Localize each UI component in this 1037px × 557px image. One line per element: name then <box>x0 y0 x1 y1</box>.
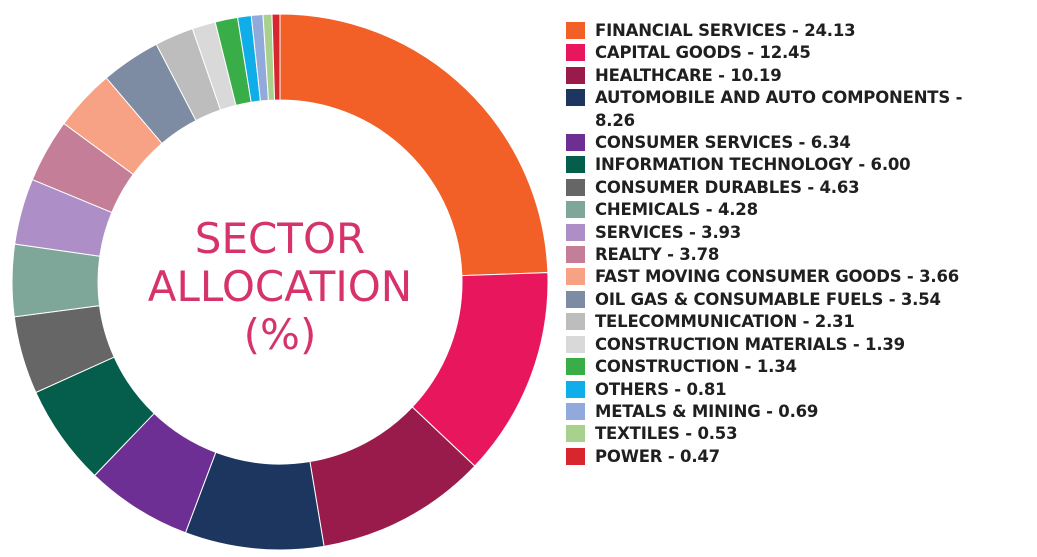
legend-swatch <box>566 313 585 331</box>
legend-swatch <box>566 66 585 84</box>
legend-item-construction: CONSTRUCTION - 1.34 <box>566 356 1036 378</box>
legend-item-services: SERVICES - 3.93 <box>566 222 1036 244</box>
legend-label: TEXTILES - 0.53 <box>595 424 738 444</box>
legend-label: HEALTHCARE - 10.19 <box>595 65 782 85</box>
pie-slice-power <box>271 13 281 101</box>
legend-swatch <box>566 290 585 308</box>
legend-label: AUTOMOBILE AND AUTO COMPONENTS - 8.26 <box>595 88 963 130</box>
legend-item-power: POWER - 0.47 <box>566 446 1036 468</box>
legend-item-healthcare: HEALTHCARE - 10.19 <box>566 65 1036 87</box>
legend-label: CAPITAL GOODS - 12.45 <box>595 43 811 63</box>
legend-item-others: OTHERS - 0.81 <box>566 379 1036 401</box>
chart-title-line-1: SECTOR <box>194 214 366 263</box>
legend-label: CONSTRUCTION MATERIALS - 1.39 <box>595 334 905 354</box>
legend-item-oil-gas-consumable-fuels: OIL GAS & CONSUMABLE FUELS - 3.54 <box>566 289 1036 311</box>
legend-item-chemicals: CHEMICALS - 4.28 <box>566 199 1036 221</box>
legend-item-consumer-durables: CONSUMER DURABLES - 4.63 <box>566 177 1036 199</box>
legend-swatch <box>566 201 585 219</box>
donut-svg <box>11 13 549 551</box>
legend-swatch <box>566 156 585 174</box>
legend-item-telecommunication: TELECOMMUNICATION - 2.31 <box>566 311 1036 333</box>
legend-swatch <box>566 358 585 376</box>
legend-label: OTHERS - 0.81 <box>595 379 727 399</box>
legend-label: SERVICES - 3.93 <box>595 222 742 242</box>
legend-label: TELECOMMUNICATION - 2.31 <box>595 312 855 332</box>
legend-item-information-technology: INFORMATION TECHNOLOGY - 6.00 <box>566 154 1036 176</box>
legend-swatch <box>566 134 585 152</box>
legend-swatch <box>566 425 585 443</box>
legend-label: FINANCIAL SERVICES - 24.13 <box>595 21 856 40</box>
legend-item-capital-goods: CAPITAL GOODS - 12.45 <box>566 42 1036 64</box>
legend-swatch <box>566 44 585 62</box>
legend-label: OIL GAS & CONSUMABLE FUELS - 3.54 <box>595 289 941 309</box>
legend-swatch <box>566 268 585 286</box>
legend-item-financial-services: FINANCIAL SERVICES - 24.13 <box>566 20 1036 42</box>
legend-swatch <box>566 335 585 353</box>
legend-swatch <box>566 246 585 264</box>
legend-swatch <box>566 223 585 241</box>
legend-item-textiles: TEXTILES - 0.53 <box>566 423 1036 445</box>
legend-label: FAST MOVING CONSUMER GOODS - 3.66 <box>595 267 960 287</box>
legend-label: REALTY - 3.78 <box>595 245 720 265</box>
legend-item-automobile-and-auto-components: AUTOMOBILE AND AUTO COMPONENTS - 8.26 <box>566 87 1036 132</box>
legend-label: METALS & MINING - 0.69 <box>595 401 819 421</box>
legend-item-construction-materials: CONSTRUCTION MATERIALS - 1.39 <box>566 334 1036 356</box>
donut-chart: SECTOR ALLOCATION (%) <box>11 13 549 551</box>
legend-swatch <box>566 402 585 420</box>
legend-item-realty: REALTY - 3.78 <box>566 244 1036 266</box>
chart-title-line-2: ALLOCATION <box>147 262 413 311</box>
legend-swatch <box>566 447 585 465</box>
legend-swatch <box>566 380 585 398</box>
pie-slice-financial-services <box>279 13 549 277</box>
chart-title-line-3: (%) <box>243 310 317 359</box>
legend-swatch <box>566 178 585 196</box>
chart-legend: FINANCIAL SERVICES - 24.13 CAPITAL GOODS … <box>566 20 1036 468</box>
legend-label: CONSTRUCTION - 1.34 <box>595 357 797 377</box>
legend-item-metals-mining: METALS & MINING - 0.69 <box>566 401 1036 423</box>
legend-swatch <box>566 22 585 39</box>
legend-label: CONSUMER SERVICES - 6.34 <box>595 133 851 153</box>
legend-item-fast-moving-consumer-goods: FAST MOVING CONSUMER GOODS - 3.66 <box>566 266 1036 288</box>
legend-item-consumer-services: CONSUMER SERVICES - 6.34 <box>566 132 1036 154</box>
legend-swatch <box>566 89 585 107</box>
legend-label: CONSUMER DURABLES - 4.63 <box>595 177 860 197</box>
chart-title: SECTOR ALLOCATION (%) <box>80 215 480 359</box>
legend-label: INFORMATION TECHNOLOGY - 6.00 <box>595 155 911 175</box>
legend-label: POWER - 0.47 <box>595 446 720 466</box>
legend-label: CHEMICALS - 4.28 <box>595 200 758 220</box>
